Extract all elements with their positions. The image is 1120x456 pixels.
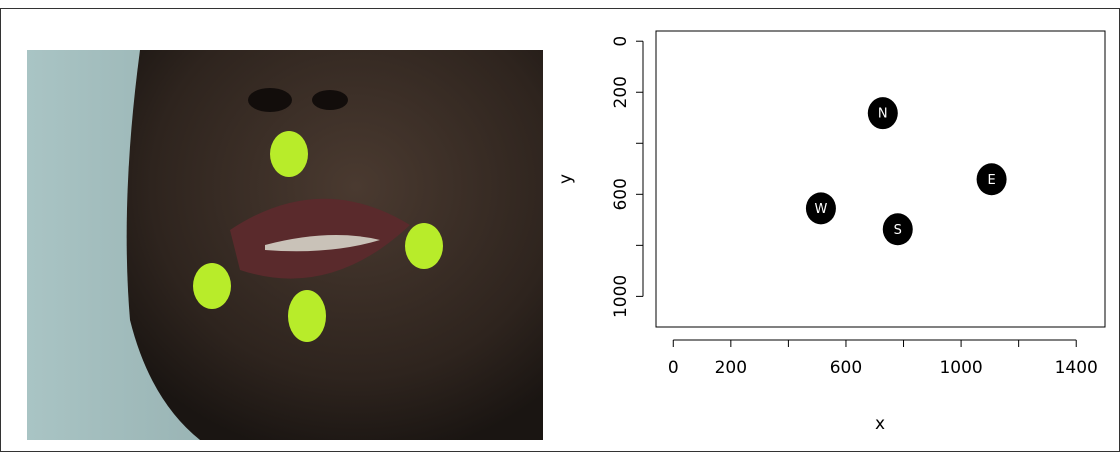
y-tick-label: 1000	[611, 275, 631, 318]
y-tick-label: 600	[611, 178, 631, 210]
x-tick-label: 1000	[939, 358, 982, 378]
point-label: N	[878, 107, 888, 122]
x-tick-label: 200	[715, 358, 747, 378]
photo	[27, 50, 544, 440]
point-label: S	[894, 223, 902, 238]
point	[867, 97, 898, 130]
point-label: E	[987, 173, 995, 188]
point	[805, 192, 836, 225]
y-tick-label: 200	[611, 76, 631, 108]
point	[882, 213, 913, 246]
x-tick-label: 1400	[1055, 358, 1098, 378]
x-tick-label: 0	[668, 358, 679, 378]
y-axis-label: y	[556, 174, 576, 184]
x-tick-label: 600	[830, 358, 862, 378]
point-label: W	[814, 202, 827, 217]
x-axis-label: x	[875, 414, 885, 434]
point	[976, 163, 1007, 196]
y-tick-label: 0	[611, 36, 631, 47]
plot-box	[655, 30, 1106, 328]
